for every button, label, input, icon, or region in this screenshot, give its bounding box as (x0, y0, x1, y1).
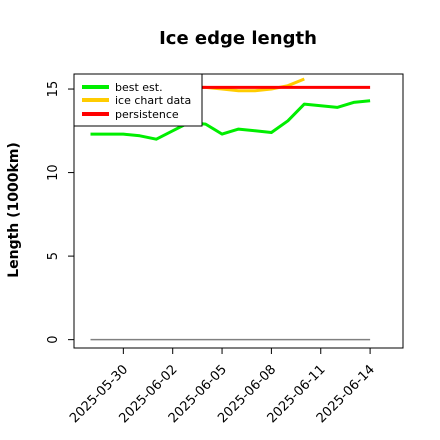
y-tick-label: 0 (46, 336, 61, 344)
chart-title: Ice edge length (159, 28, 317, 49)
axes-layer: 0510152025-05-302025-06-022025-06-052025… (46, 81, 378, 426)
y-tick-label: 10 (46, 164, 61, 181)
y-tick-label: 15 (46, 81, 61, 98)
y-tick-label: 5 (46, 252, 61, 260)
series-line-best-est (90, 99, 371, 141)
series-layer (90, 77, 371, 341)
plot-frame (73, 73, 404, 349)
legend-label-ice-chart-data: ice chart data (115, 94, 191, 107)
series-line-ice-chart-data (189, 77, 305, 93)
legend-label-persistence: persistence (115, 108, 179, 121)
legend: best est. ice chart data persistence (73, 73, 203, 127)
y-axis-label: Length (1000km) (6, 142, 22, 278)
legend-label-best-est: best est. (115, 81, 163, 94)
